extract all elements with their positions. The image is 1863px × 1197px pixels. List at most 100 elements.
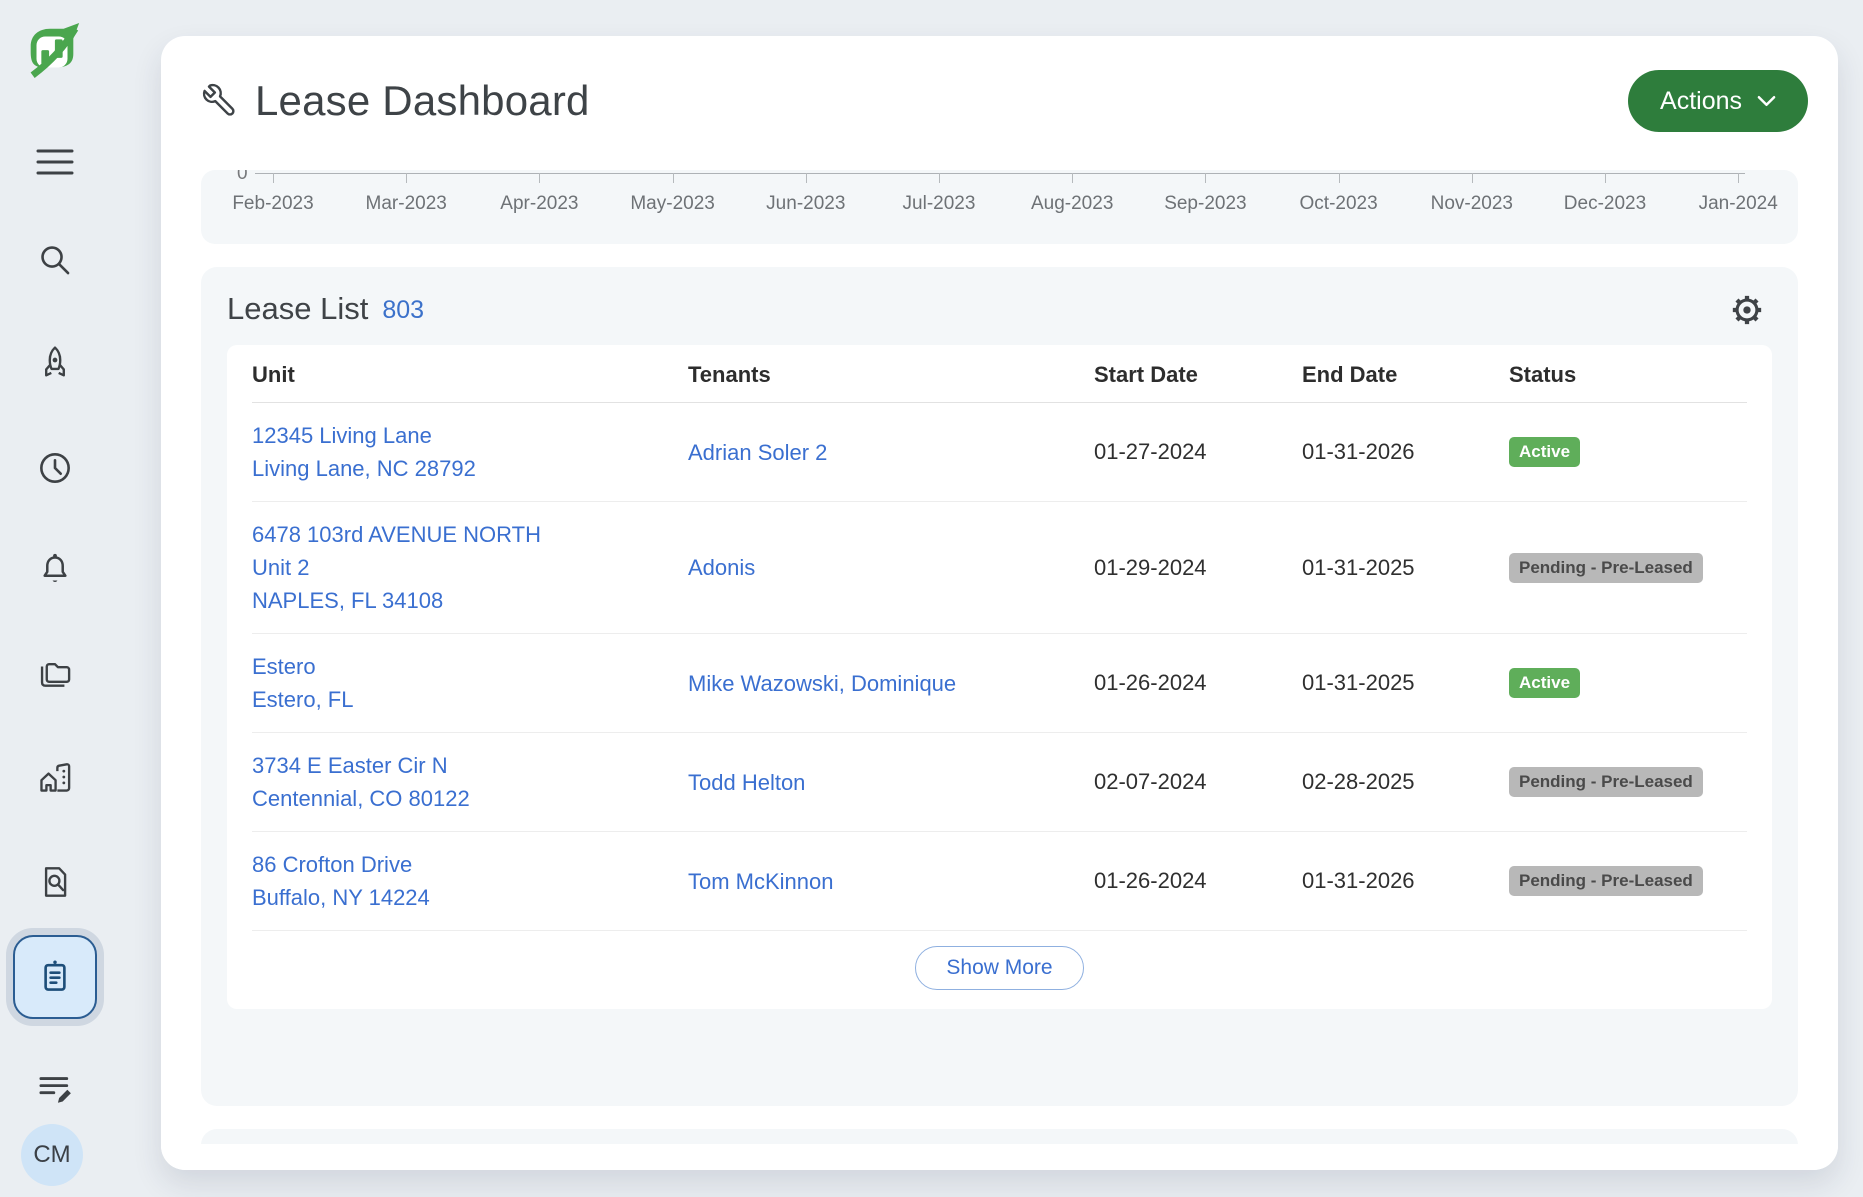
sidebar-item-rocket[interactable] [25,333,85,393]
lease-list-count: 803 [382,296,425,324]
unit-link[interactable]: Unit 2 [252,555,310,580]
gear-icon [1732,295,1762,325]
x-axis-tick [406,173,408,183]
tenants-cell: Adonis [688,551,1094,584]
end-date-cell: 01-31-2025 [1302,670,1415,695]
list-edit-icon [39,1077,71,1103]
app-logo[interactable] [21,21,83,83]
show-more-button[interactable]: Show More [915,946,1084,990]
clipboard-icon [44,960,66,991]
unit-cell: 3734 E Easter Cir N Centennial, CO 80122 [252,749,688,815]
unit-link[interactable]: Living Lane, NC 28792 [252,456,476,481]
table-row: 3734 E Easter Cir N Centennial, CO 80122 T… [252,733,1747,832]
sidebar-item-history[interactable] [25,438,85,498]
unit-link[interactable]: 86 Crofton Drive [252,852,413,877]
end-date-cell: 01-31-2025 [1302,554,1415,580]
unit-link[interactable]: Buffalo, NY 14224 [252,885,430,910]
unit-link[interactable]: 3734 E Easter Cir N [252,753,448,778]
unit-link[interactable]: Estero [252,654,316,679]
sidebar-item-menu[interactable] [25,132,85,192]
avatar-initials: CM [33,1141,71,1168]
actions-button-label: Actions [1660,86,1742,115]
x-axis-tick [1471,173,1473,183]
x-axis-tick [1738,173,1740,183]
x-axis-tick [1205,173,1207,183]
status-cell: Pending - Pre-Leased [1509,866,1747,896]
unit-link[interactable]: Estero, FL [252,687,354,712]
x-axis-tick [1338,173,1340,183]
chevron-down-icon [1757,95,1776,107]
actions-button[interactable]: Actions [1628,70,1808,132]
tenant-link[interactable]: Adrian Soler 2 [688,439,828,465]
start-date-cell: 01-27-2024 [1094,439,1207,464]
sidebar-item-files[interactable] [25,643,85,703]
x-axis-tick [805,173,807,183]
column-header-start-date: Start Date [1094,362,1198,387]
menu-icon [36,149,74,175]
status-badge: Active [1509,668,1581,698]
status-cell: Pending - Pre-Leased [1509,767,1747,797]
show-more-row: Show More [252,931,1747,1009]
x-axis-tick-label: Jun-2023 [766,193,846,214]
unit-cell: 12345 Living Lane Living Lane, NC 28792 [252,419,688,485]
page-header: Lease Dashboard Actions [161,36,1838,144]
tenants-cell: Tom McKinnon [688,865,1094,898]
search-icon [41,246,70,275]
lease-list-settings-button[interactable] [1730,293,1764,327]
leaf-bar-chart-logo-icon [30,22,80,78]
status-badge: Active [1509,437,1581,467]
x-axis-tick [939,173,940,183]
sidebar-item-tasks[interactable] [25,1058,85,1118]
tenant-link[interactable]: Todd Helton [688,769,806,795]
end-date-cell: 01-31-2026 [1302,439,1415,464]
start-date-cell: 01-29-2024 [1094,554,1207,580]
document-search-icon [44,867,67,897]
x-axis-tick [1072,173,1074,183]
end-date-cell: 01-31-2026 [1302,868,1415,893]
tenant-link[interactable]: Tom McKinnon [688,868,834,894]
home-building-icon [40,763,71,792]
x-axis-tick-label: May-2023 [630,193,715,214]
x-axis-tick-label: Oct-2023 [1299,193,1378,214]
unit-cell: 6478 103rd AVENUE NORTH Unit 2 NAPLES, FL … [252,518,688,617]
tenant-link[interactable]: Adonis [688,555,756,580]
y-axis-zero-label: 0 [237,170,248,184]
column-header-end-date: End Date [1302,362,1398,387]
status-cell: Pending - Pre-Leased [1509,552,1747,583]
unit-link[interactable]: Centennial, CO 80122 [252,786,470,811]
tenants-cell: Mike Wazowski, Dominique [688,667,1094,700]
sidebar-item-notifications[interactable] [25,540,85,600]
x-axis-tick-label: Jul-2023 [902,193,976,214]
tenants-cell: Todd Helton [688,766,1094,799]
x-axis-tick-label: Nov-2023 [1430,193,1513,214]
x-axis-tick-label: Aug-2023 [1030,193,1114,214]
unit-link[interactable]: NAPLES, FL 34108 [252,588,444,613]
status-badge: Pending - Pre-Leased [1509,866,1703,896]
unit-link[interactable]: 6478 103rd AVENUE NORTH [252,522,541,547]
sidebar-item-search[interactable] [25,230,85,290]
lease-table-header-row: Unit Tenants Start Date End Date Status [252,345,1747,403]
user-avatar[interactable]: CM [21,1124,83,1186]
start-date-cell: 01-26-2024 [1094,670,1207,695]
main-content-card: Lease Dashboard Actions 0 Feb-2023 Mar-20… [161,36,1838,1170]
x-axis-tick [273,173,274,183]
x-axis-tick [672,173,674,183]
folder-icon [40,663,71,687]
table-row: 12345 Living Lane Living Lane, NC 28792 Ad… [252,403,1747,502]
sidebar-item-leases-active[interactable] [13,935,97,1019]
unit-link[interactable]: 12345 Living Lane [252,423,432,448]
sidebar-item-properties[interactable] [25,747,85,807]
status-cell: Active [1509,668,1747,698]
start-date-cell: 01-26-2024 [1094,868,1207,893]
x-axis-tick-label: Feb-2023 [232,193,314,214]
clock-icon [40,453,70,483]
status-badge: Pending - Pre-Leased [1509,552,1703,583]
x-axis-line [255,173,1745,174]
sidebar-item-reports[interactable] [25,852,85,912]
tenant-link[interactable]: Mike Wazowski, Dominique [688,670,957,696]
lease-list-title: Lease List [227,291,369,326]
lease-list-card: Lease List 803 Unit Tenants Start Date E… [201,267,1798,1106]
end-date-cell: 02-28-2025 [1302,769,1415,794]
rocket-icon [45,346,65,377]
column-header-tenants: Tenants [688,362,771,387]
